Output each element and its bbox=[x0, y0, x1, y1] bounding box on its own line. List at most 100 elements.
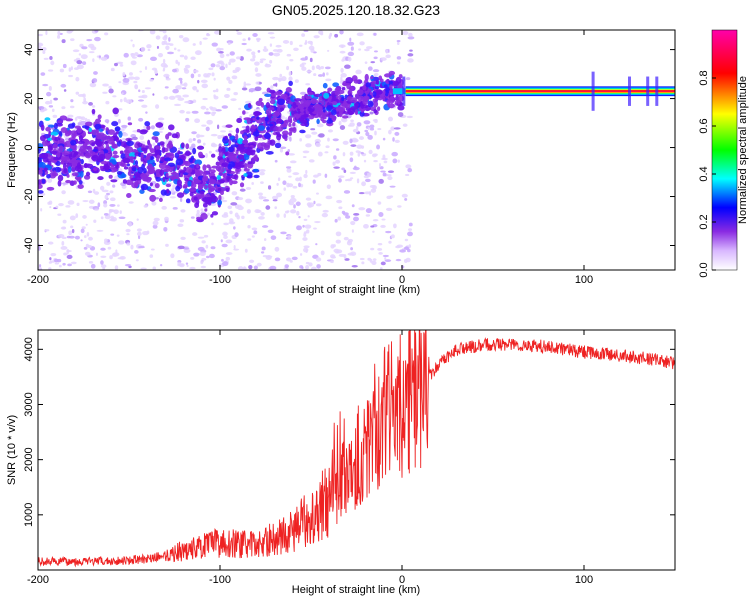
speckle-cell bbox=[97, 202, 101, 208]
speckle-cell bbox=[408, 32, 413, 37]
ridge-cell bbox=[246, 146, 253, 154]
ridge-cell bbox=[123, 166, 129, 170]
speckle-cell bbox=[339, 125, 346, 130]
speckle-cell bbox=[286, 65, 290, 71]
ridge-cell bbox=[97, 176, 104, 181]
speckle-cell bbox=[130, 244, 134, 250]
ridge-cell bbox=[298, 117, 305, 121]
top-xtick-label: 100 bbox=[575, 274, 593, 286]
ridge-cell bbox=[91, 108, 96, 115]
speckle-cell bbox=[82, 101, 88, 105]
speckle-cell bbox=[291, 256, 298, 261]
ridge-cell bbox=[121, 173, 127, 179]
ridge-cell bbox=[79, 170, 84, 178]
ridge-cell bbox=[100, 134, 108, 141]
speckle-cell bbox=[191, 131, 197, 135]
speckle-cell bbox=[230, 202, 238, 206]
ridge-cell bbox=[383, 73, 392, 78]
speckle-cell bbox=[393, 223, 397, 229]
speckle-cell bbox=[200, 265, 207, 269]
speckle-cell bbox=[251, 51, 256, 56]
speckle-cell bbox=[49, 257, 52, 261]
ridge-cell bbox=[202, 202, 208, 208]
speckle-cell bbox=[353, 212, 360, 216]
speckle-cell bbox=[126, 233, 130, 236]
ridge-cell bbox=[265, 151, 274, 155]
ridge-cell bbox=[142, 167, 147, 174]
speckle-cell bbox=[65, 205, 71, 208]
speckle-cell bbox=[378, 212, 384, 217]
speckle-cell bbox=[38, 266, 42, 270]
ridge-cell bbox=[165, 172, 169, 178]
ridge-cell bbox=[154, 149, 161, 156]
ridge-cell bbox=[280, 124, 288, 128]
speckle-cell bbox=[357, 152, 361, 157]
speckle-cell bbox=[180, 236, 186, 240]
speckle-cell bbox=[260, 181, 264, 184]
speckle-cell bbox=[314, 220, 321, 224]
speckle-cell bbox=[94, 36, 101, 42]
ridge-cell bbox=[129, 156, 135, 160]
ridge-cell bbox=[187, 180, 192, 187]
ridge-cell bbox=[122, 157, 131, 164]
ridge-cell bbox=[303, 113, 309, 118]
bottom-ytick-label: 2000 bbox=[23, 447, 35, 471]
ridge-cell bbox=[276, 133, 282, 138]
speckle-cell bbox=[342, 212, 349, 216]
speckle-cell bbox=[163, 64, 169, 68]
top-ytick-label: -40 bbox=[23, 238, 35, 254]
ridge-cell bbox=[310, 98, 317, 105]
speckle-cell bbox=[350, 46, 354, 51]
ridge-cell bbox=[148, 188, 156, 193]
speckle-cell bbox=[380, 170, 386, 173]
ridge-cell bbox=[99, 165, 104, 169]
ridge-cell bbox=[211, 211, 219, 216]
ridge-cell bbox=[225, 124, 233, 128]
speckle-cell bbox=[141, 89, 145, 94]
ridge-cell bbox=[296, 102, 300, 106]
ridge-cell bbox=[252, 131, 260, 137]
speckle-cell bbox=[185, 262, 189, 265]
bottom-ylabel: SNR (10 * v/v) bbox=[6, 415, 18, 485]
speckle-cell bbox=[118, 81, 122, 84]
speckle-cell bbox=[340, 76, 343, 82]
ridge-cell bbox=[378, 75, 383, 81]
ridge-cell bbox=[375, 79, 380, 85]
speckle-cell bbox=[79, 120, 87, 126]
ridge-cell bbox=[190, 186, 194, 193]
ridge-cell bbox=[161, 146, 166, 154]
speckle-cell bbox=[299, 253, 303, 256]
ridge-cell bbox=[144, 121, 151, 127]
speckle-cell bbox=[267, 185, 272, 190]
ridge-cell bbox=[199, 190, 205, 195]
ridge-cell bbox=[74, 125, 82, 129]
ridge-cell bbox=[183, 166, 187, 172]
ridge-cell bbox=[211, 165, 218, 169]
ridge-cell bbox=[116, 140, 122, 147]
speckle-cell bbox=[316, 192, 319, 195]
speckle-cell bbox=[315, 243, 318, 246]
speckle-cell bbox=[341, 59, 345, 62]
ridge-cell bbox=[226, 169, 232, 174]
speckle-cell bbox=[289, 40, 293, 46]
speckle-cell bbox=[301, 33, 306, 37]
ridge-cell bbox=[168, 124, 175, 131]
speckle-cell bbox=[75, 91, 80, 95]
speckle-cell bbox=[254, 67, 259, 73]
speckle-cell bbox=[45, 30, 48, 36]
ridge-cell bbox=[221, 162, 229, 168]
ridge-cell bbox=[359, 111, 365, 117]
ridge-cell bbox=[165, 133, 170, 140]
ridge-cell bbox=[160, 156, 166, 162]
ridge-cell bbox=[264, 93, 272, 97]
speckle-cell bbox=[379, 267, 383, 270]
speckle-cell bbox=[257, 49, 261, 53]
ridge-cell bbox=[229, 157, 237, 163]
ridge-cell bbox=[353, 102, 359, 107]
speckle-cell bbox=[133, 76, 140, 81]
speckle-cell bbox=[365, 214, 371, 217]
speckle-cell bbox=[162, 58, 166, 64]
ridge-cell bbox=[164, 157, 172, 162]
ridge-cell bbox=[367, 100, 374, 108]
ridge-cell bbox=[322, 119, 327, 124]
